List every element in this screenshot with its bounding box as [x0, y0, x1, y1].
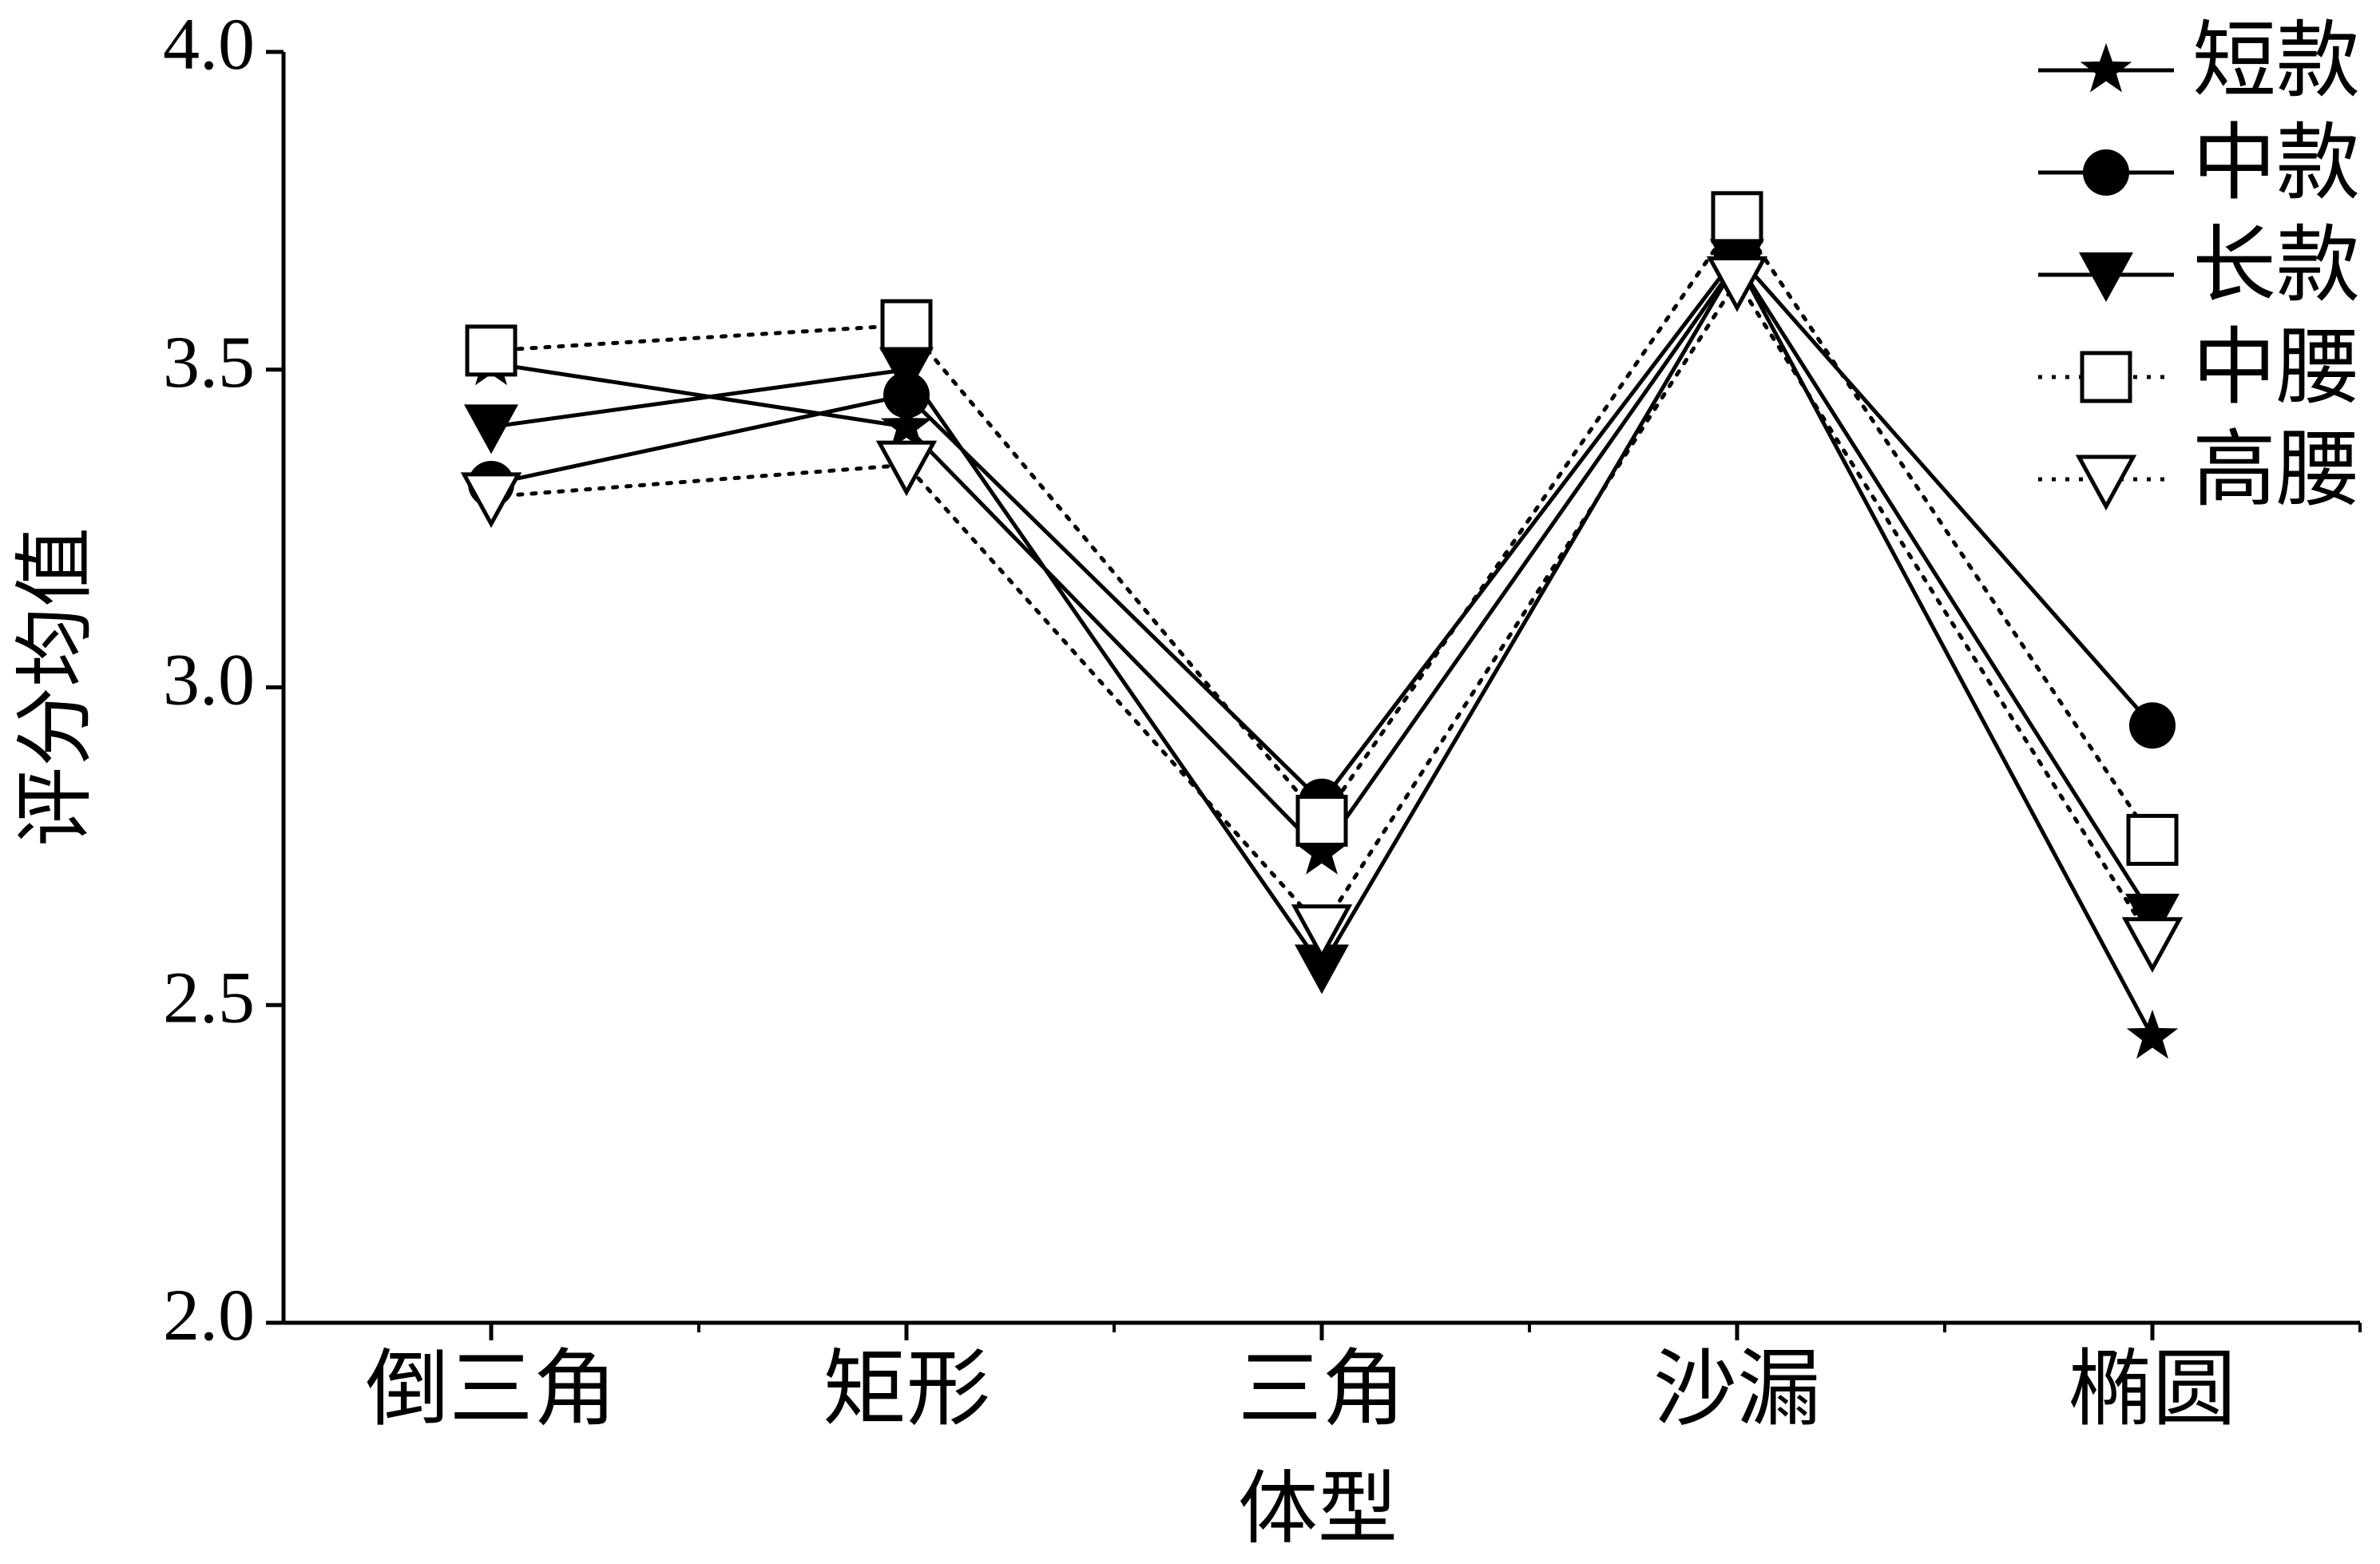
marker: [879, 347, 934, 397]
marker: [2129, 702, 2176, 749]
legend-entry: 中腰: [2038, 321, 2360, 415]
x-tick-label: 倒三角: [365, 1343, 617, 1436]
marker: [2121, 917, 2184, 973]
marker: [1711, 191, 1763, 244]
y-tick-label: 2.0: [163, 1274, 255, 1356]
legend-entry: 高腰: [2038, 423, 2360, 517]
marker: [1295, 795, 1348, 847]
marker: [460, 472, 522, 529]
series-line: [489, 213, 2155, 842]
marker: [2075, 455, 2137, 511]
legend-label: 高腰: [2192, 423, 2360, 517]
x-tick-label: 三角: [1238, 1343, 1406, 1436]
marker: [1295, 825, 1348, 875]
legend-entry: 短款: [2038, 14, 2360, 108]
marker: [1295, 944, 1349, 994]
series-line: [489, 252, 2155, 805]
legend-label: 中款: [2192, 117, 2360, 210]
marker: [1706, 256, 1768, 312]
marker: [465, 324, 518, 377]
marker: [2079, 252, 2133, 302]
x-tick-label: 沙漏: [1653, 1343, 1821, 1436]
y-tick-label: 3.5: [163, 321, 255, 403]
y-tick-label: 3.0: [163, 639, 255, 720]
marker: [2083, 149, 2129, 196]
legend-label: 中腰: [2192, 321, 2360, 415]
marker: [875, 440, 938, 497]
marker: [2080, 43, 2132, 93]
marker: [2126, 813, 2179, 866]
y-axis-label: 评分均值: [11, 527, 100, 847]
marker: [880, 299, 933, 351]
y-tick-label: 2.5: [163, 956, 255, 1038]
marker: [2126, 1010, 2179, 1059]
legend-label: 短款: [2192, 14, 2360, 108]
legend-entry: 长款: [2038, 219, 2360, 312]
legend-entry: 中款: [2038, 117, 2360, 210]
series-line: [489, 276, 2155, 944]
x-axis-label: 体型: [1238, 1465, 1398, 1554]
marker: [2080, 351, 2132, 403]
marker: [880, 399, 933, 449]
marker: [1291, 904, 1353, 960]
marker: [464, 404, 518, 455]
x-tick-label: 矩形: [823, 1343, 990, 1436]
legend-label: 长款: [2192, 219, 2360, 312]
y-tick-label: 4.0: [163, 3, 255, 85]
x-tick-label: 椭圆: [2069, 1343, 2236, 1436]
